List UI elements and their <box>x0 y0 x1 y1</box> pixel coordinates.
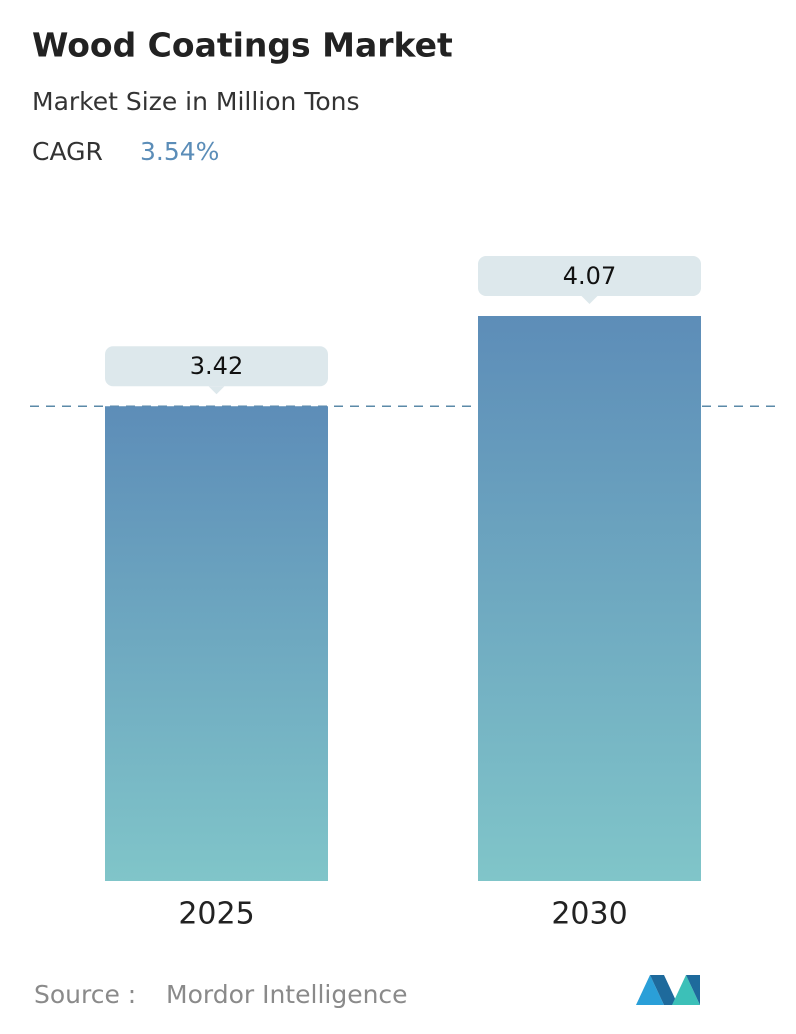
value-callout <box>105 346 328 387</box>
x-tick-label: 2030 <box>551 897 627 932</box>
value-label: 3.42 <box>190 352 243 380</box>
cagr-label: CAGR <box>32 137 103 166</box>
value-callout <box>478 256 701 296</box>
source: Mordor Intelligence <box>166 980 408 1009</box>
chart-title: Wood Coatings Market <box>32 26 453 65</box>
callout-pointer <box>208 386 225 395</box>
x-tick-label: 2025 <box>178 897 254 932</box>
source-label: Source : <box>34 980 136 1009</box>
chart-subtitle: Market Size in Million Tons <box>32 87 360 116</box>
bar <box>105 406 328 881</box>
cagr-value: 3.54% <box>140 137 219 166</box>
logo <box>636 975 700 1005</box>
bar <box>478 316 701 881</box>
callout-pointer <box>581 296 598 304</box>
value-label: 4.07 <box>563 262 616 290</box>
